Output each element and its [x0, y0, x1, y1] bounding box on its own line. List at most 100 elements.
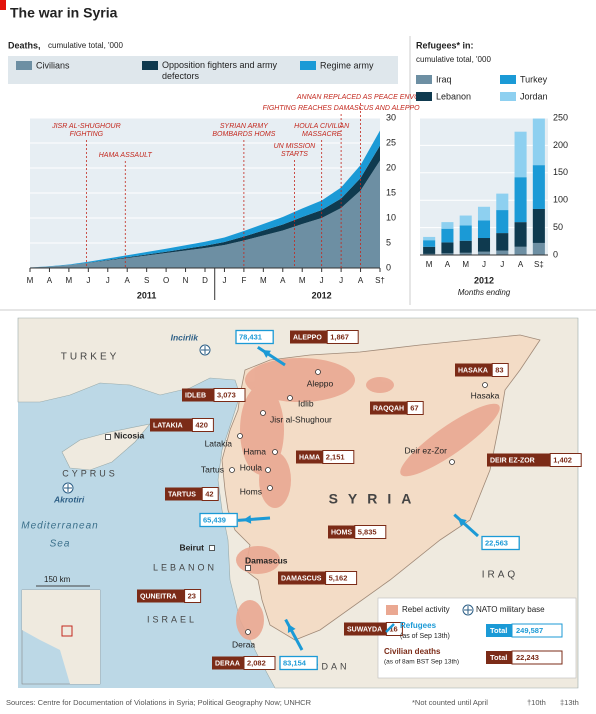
legend-swatch [416, 92, 432, 101]
y-tick-label: 20 [386, 162, 396, 172]
bar-segment [514, 222, 527, 247]
province-deaths-box [406, 401, 424, 415]
chart-title: Deaths, [8, 40, 41, 50]
legend-label: Refugees [400, 621, 437, 630]
capital-marker [209, 545, 215, 551]
annotation: MASSACRE [302, 131, 342, 138]
y-tick-label: 250 [553, 112, 568, 122]
legend-swatch [16, 61, 32, 70]
legend-label: Turkey [520, 74, 548, 84]
place-label: Jisr al-Shughour [270, 414, 332, 424]
province-deaths: 2,151 [326, 452, 345, 461]
year-label: 2011 [137, 290, 157, 300]
place-label: Tartus [201, 464, 224, 474]
province-deaths: 16 [389, 624, 397, 633]
province-name-box [290, 330, 328, 344]
nato-marker-cross [201, 346, 209, 354]
nato-marker-cross [464, 606, 472, 614]
y-tick-label: 0 [553, 249, 558, 259]
x-tick-label: A [358, 276, 364, 285]
footnote: ‡13th [560, 698, 579, 707]
chart-title: Refugees* in: [416, 40, 474, 50]
province-deaths-box [354, 525, 387, 539]
place-label: Nicosia [114, 430, 145, 440]
scale-label: 150 km [44, 575, 71, 584]
refugee-count: 83,154 [283, 658, 307, 667]
place-label: Homs [240, 486, 262, 496]
x-tick-label: J [222, 276, 226, 285]
province-deaths: 3,073 [217, 390, 236, 399]
bar-segment [514, 131, 527, 178]
place-marker [237, 433, 243, 439]
inset-land [22, 590, 100, 684]
x-tick-label: M [299, 276, 306, 285]
province-name: IDLEB [185, 392, 206, 399]
annotation: UN MISSION [274, 143, 317, 150]
annotation: STARTS [281, 151, 308, 158]
refugee-box [235, 329, 274, 345]
province-name: SUWAYDA [347, 626, 382, 633]
rebel-area [236, 600, 264, 640]
rebel-area [259, 452, 291, 508]
province-name: RAQQAH [373, 405, 404, 412]
bar-segment [514, 246, 527, 255]
province-name: HASAKA [458, 367, 488, 374]
refugee-arrowhead [287, 624, 296, 633]
y-tick-label: 30 [386, 112, 396, 122]
annotation: JISR AL-SHUGHOUR [51, 123, 121, 130]
place-marker [272, 449, 278, 455]
y-tick-label: 15 [386, 187, 396, 197]
refugee-arrowhead [262, 350, 271, 358]
legend-total-label: Total [490, 653, 507, 662]
province-deaths-box [322, 450, 355, 464]
bar-segment [459, 240, 472, 253]
x-tick-label: N [183, 276, 189, 285]
bar-segment [441, 222, 454, 229]
rebel-area [366, 377, 394, 393]
x-tick-label: A [47, 276, 53, 285]
bar-segment [459, 215, 472, 226]
legend-swatch [500, 75, 516, 84]
x-tick-label: D [202, 276, 208, 285]
country-label: IRAQ [482, 570, 518, 581]
province-deaths: 1,867 [330, 332, 349, 341]
page-title: The war in Syria [10, 5, 118, 21]
place-label: Hasaka [471, 390, 500, 400]
x-tick-label: O [163, 276, 169, 285]
legend-label: Iraq [436, 74, 452, 84]
place-marker [449, 459, 455, 465]
place-label: Idlib [298, 398, 314, 408]
province-name: ALEPPO [293, 334, 322, 341]
province-name: LATAKIA [153, 422, 183, 429]
province-name: HOMS [331, 529, 352, 536]
bar-segment [496, 250, 509, 255]
legend-label: NATO military base [476, 605, 545, 614]
legend-bg [8, 56, 398, 84]
place-label: Damascus [245, 555, 288, 565]
province-name: TARTUS [168, 491, 196, 498]
province-name-box [182, 388, 214, 402]
refugee-arrowhead [243, 515, 252, 524]
brand-mark [0, 0, 6, 10]
province-deaths-box [213, 388, 246, 402]
bar-segment [496, 233, 509, 251]
legend-label: Lebanon [436, 91, 471, 101]
annotation: FIGHTING REACHES DAMASCUS AND ALEPPO [263, 105, 421, 112]
x-tick-label: M [260, 276, 267, 285]
place-label: Deir ez-Zor [404, 445, 447, 455]
place-label: Deraa [232, 639, 255, 649]
refugee-box [279, 655, 318, 671]
province-deaths-box [491, 363, 509, 377]
province-deaths: 420 [195, 420, 208, 429]
legend-arrow [385, 623, 395, 633]
syria [221, 334, 541, 641]
legend-label: Jordan [520, 91, 548, 101]
province-name-box [455, 363, 493, 377]
footnote: *Not counted until April [412, 698, 488, 707]
rebel-area [400, 403, 500, 477]
bar-segment [477, 220, 491, 239]
legend-total-box [511, 623, 563, 638]
refugee-count: 78,431 [239, 332, 262, 341]
country-label: ISRAEL [147, 614, 197, 624]
